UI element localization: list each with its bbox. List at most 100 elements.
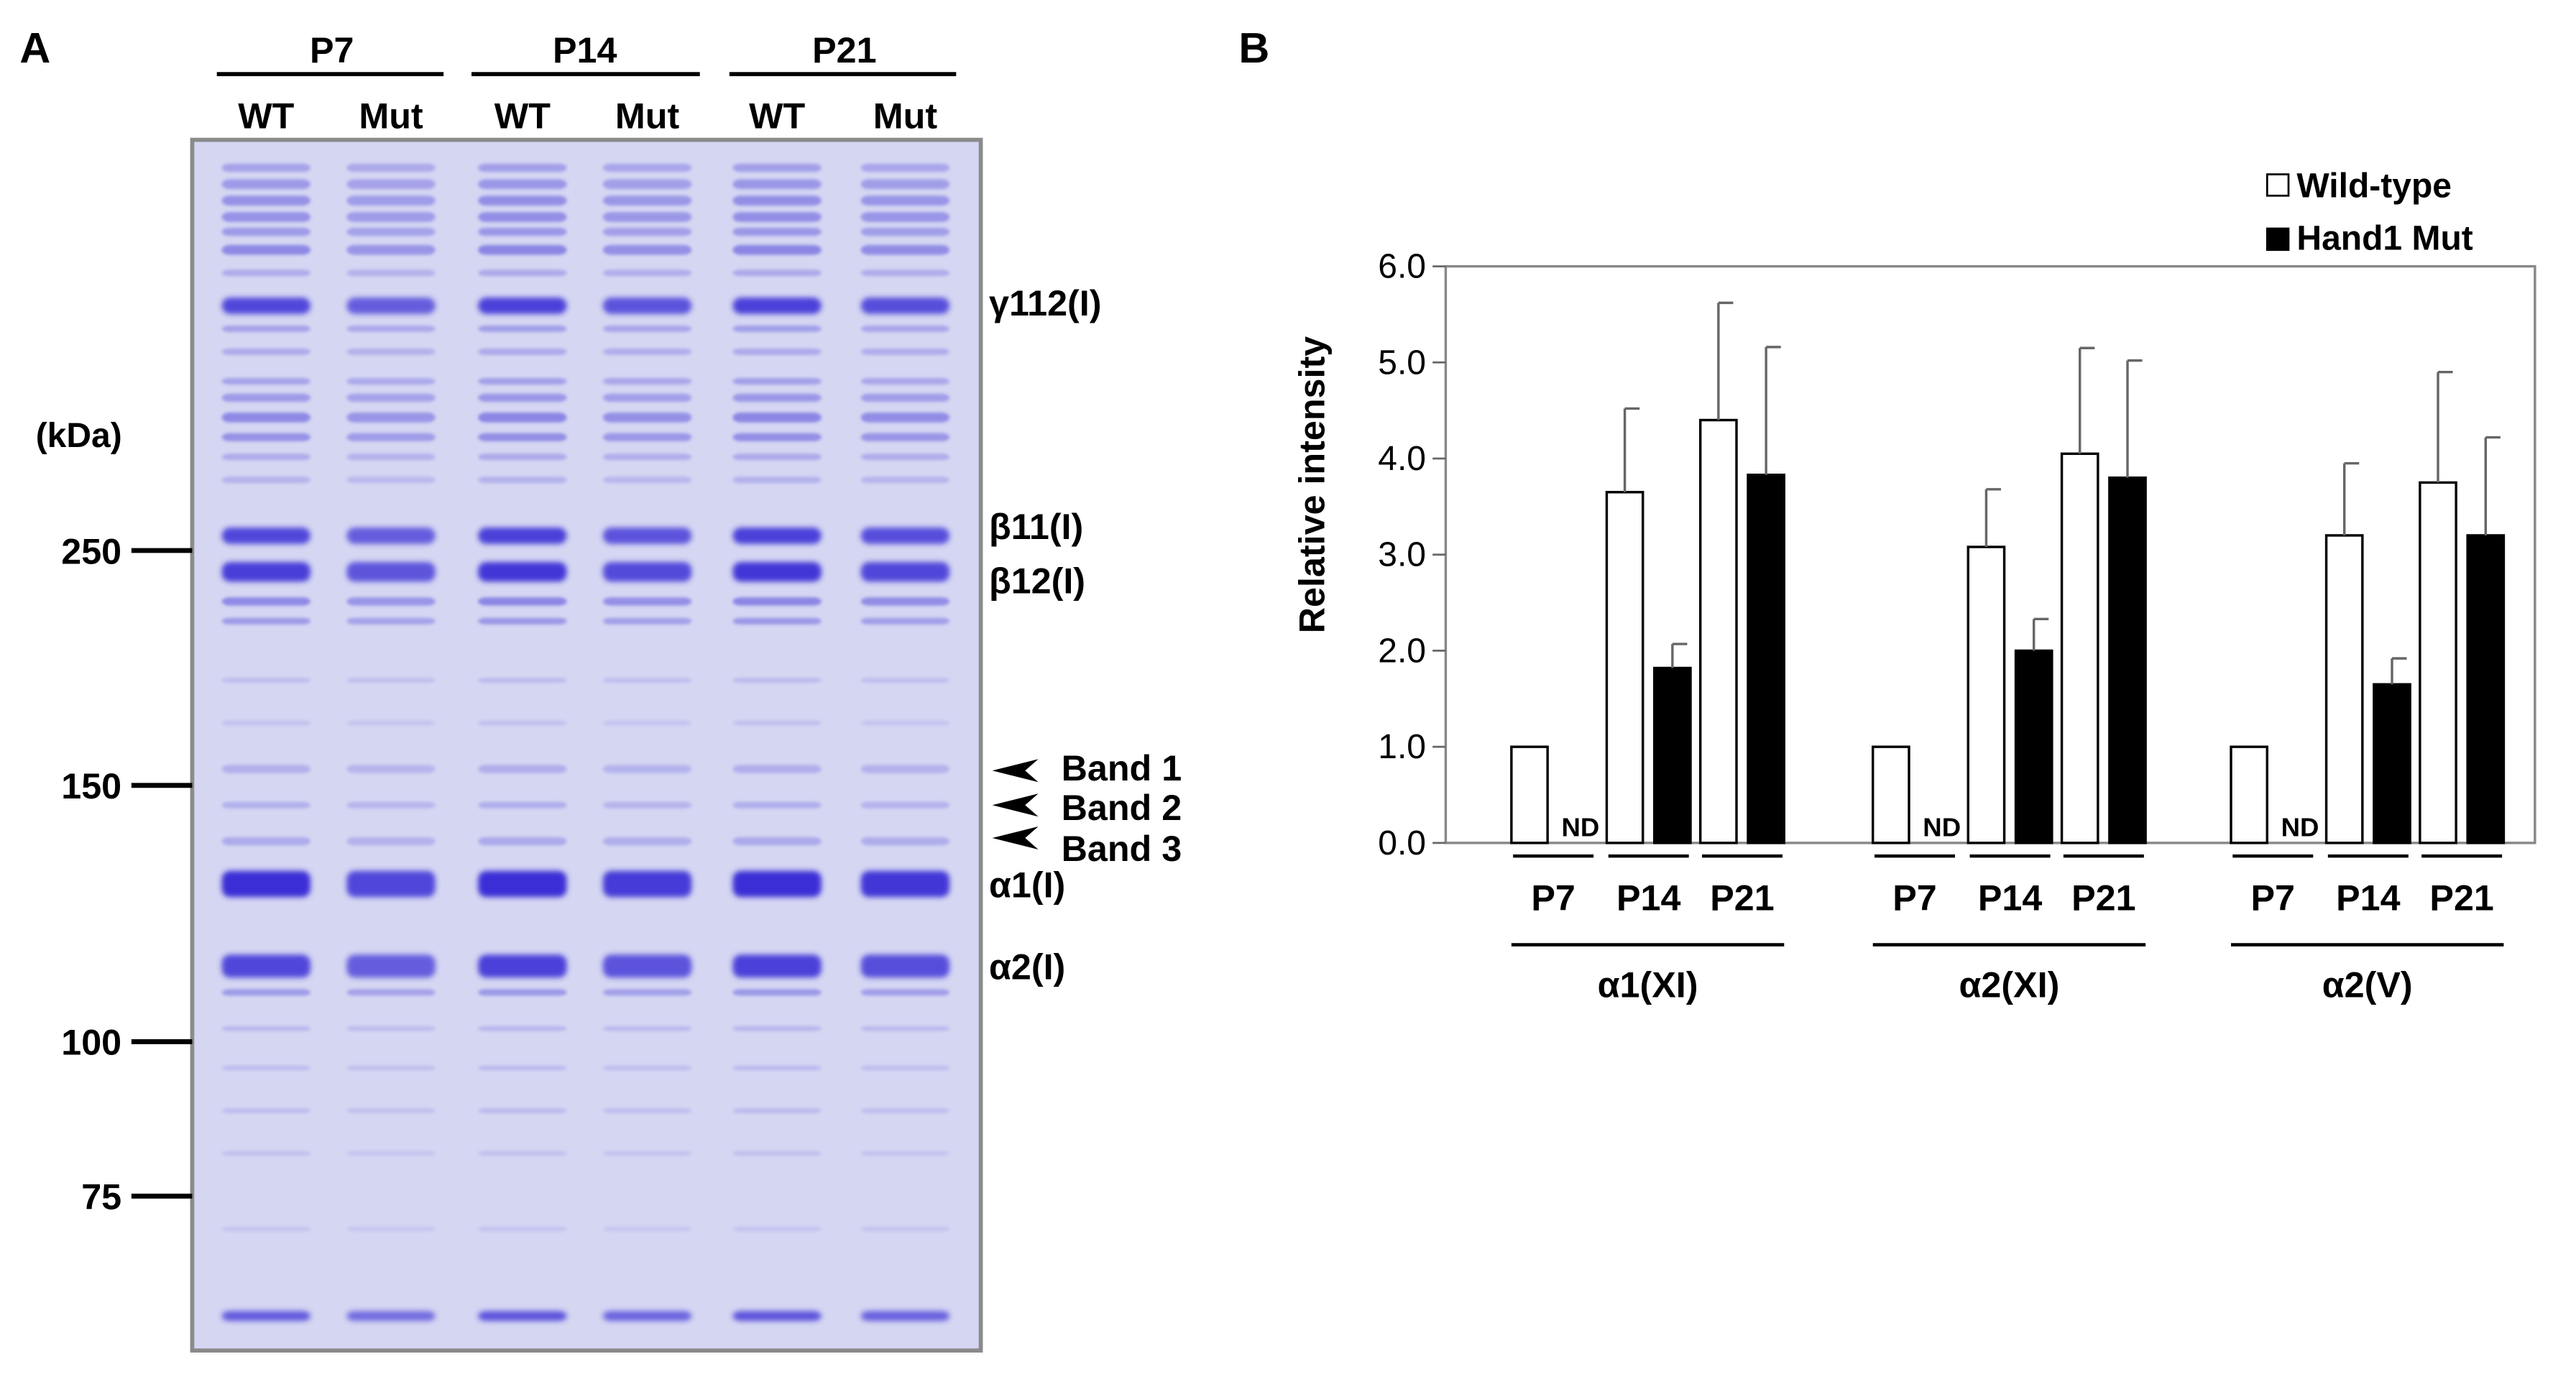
gel-band [860,348,950,355]
gel-band [732,1151,822,1156]
gel-band [478,298,567,314]
legend-swatch-wild-type [2266,173,2290,197]
y-axis: 0.0 1.0 2.0 3.0 4.0 5.0 6.0 [1378,248,1446,862]
gel-band [860,244,950,255]
gel-band [860,1226,950,1232]
marker-250: 250 [61,530,121,571]
gel-band [732,562,822,582]
group-label: α2(XI) [1959,964,2060,1005]
legend-label-hand1-mut: Hand1 Mut [2296,220,2472,258]
gel-band [346,1151,436,1156]
bar-wild-type [1510,745,1549,844]
gel-band [732,433,822,441]
gel-band [221,597,310,606]
gel-bands [221,163,950,1321]
gel-band [732,765,822,773]
gel-band [732,1065,822,1071]
bar-wild-type [2060,452,2099,844]
gel-band [860,801,950,809]
gel-band [602,348,692,355]
gel-band [478,413,567,423]
gel-band [478,378,567,385]
group-label: α2(V) [2322,964,2413,1005]
gel-band [602,765,692,773]
gel-band [860,954,950,978]
gel-band [732,720,822,726]
timepoint-label: P14 [2336,878,2400,918]
gel-band [602,163,692,172]
label-a1: α1(I) [989,864,1065,905]
timepoint-label: P21 [2071,878,2135,918]
legend-label-wild-type: Wild-type [2296,167,2452,206]
panel-a-letter: A [19,24,50,72]
gel-band [346,1065,436,1071]
gel-band [221,801,310,809]
gel-band [346,433,436,441]
gel-band [860,562,950,582]
gel-band [478,1026,567,1031]
bar-wild-type [1605,491,1644,844]
y-tick-label: 4.0 [1378,440,1426,478]
gel-band [732,1226,822,1232]
arrowhead-band-3 [992,826,1039,849]
bar-hand1-mut [1653,666,1692,844]
gel-band [221,870,310,898]
not-detected-label: ND [2281,813,2319,842]
gel-band [602,528,692,544]
lane-label-5: WT [749,96,805,137]
gel-band [221,413,310,423]
gel-band [478,1065,567,1071]
gel-band [346,244,436,255]
y-tick-label: 3.0 [1378,536,1426,574]
gel-band [478,476,567,484]
gel-band [346,348,436,355]
not-detected-label: ND [1561,813,1599,842]
gel-band [221,476,310,484]
gel-band [860,378,950,385]
bar-wild-type [2230,745,2268,844]
gel-band [860,720,950,726]
gel-band [732,678,822,683]
gel-band [346,837,436,846]
gel-band [221,433,310,441]
gel-band [221,678,310,683]
group-headers: P7 P14 P21 [216,29,957,76]
arrowhead-band-2 [992,793,1039,817]
gel-band [346,195,436,206]
gel-band [860,1151,950,1156]
gel-band [346,562,436,582]
gel-band [346,212,436,222]
gel-band [478,325,567,332]
lane-label-1: WT [238,96,294,137]
gel-band [602,378,692,385]
gel-band [732,1026,822,1031]
gel-band [478,227,567,236]
gel-band [860,453,950,461]
gel-band [346,720,436,726]
lane-headers: WT Mut WT Mut WT Mut [238,96,937,137]
gel-band [478,1151,567,1156]
gel-band [602,393,692,402]
label-g112: γ112(I) [989,282,1102,323]
gel-band [602,801,692,809]
panel-b: B Wild-type Hand1 Mut Relative intensity… [1238,24,2536,1005]
gel-band [221,1226,310,1232]
gel-band [346,163,436,172]
marker-ladder: (kDa) 250 150 100 75 [36,417,193,1217]
gel-band [732,378,822,385]
y-tick-label: 2.0 [1378,632,1426,670]
gel-band [732,476,822,484]
gel-band [221,617,310,625]
gel-band [860,413,950,423]
gel-band [346,453,436,461]
gel-band [860,870,950,898]
y-tick-label: 0.0 [1378,824,1426,862]
timepoint-label: P14 [1978,878,2042,918]
timepoint-label: P21 [1710,878,1774,918]
gel-band [346,227,436,236]
gel-band [860,528,950,544]
gel-band [860,1108,950,1113]
gel-band [221,562,310,582]
gel-band [346,1026,436,1031]
gel-band [221,989,310,996]
